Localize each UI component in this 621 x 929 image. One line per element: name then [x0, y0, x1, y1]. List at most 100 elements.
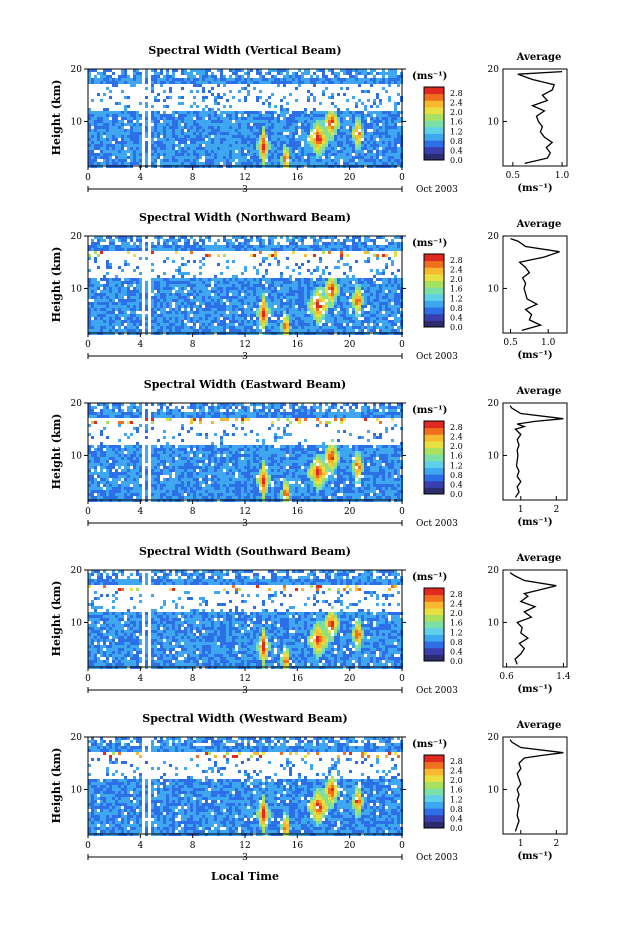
- date-label: Oct 2003: [416, 686, 458, 696]
- x-tick-label: 4: [137, 841, 143, 851]
- profile-y-tick-label: 20: [488, 733, 500, 743]
- colorbar-segment: [424, 94, 444, 101]
- profile-y-tick-label: 20: [488, 566, 500, 576]
- colorbar-tick-label: 2.0: [450, 108, 463, 117]
- colorbar-segment: [424, 320, 444, 327]
- colorbar-tick-label: 1.6: [450, 285, 463, 294]
- x-tick-label: 20: [344, 507, 356, 517]
- colorbar-segment: [424, 281, 444, 288]
- colorbar-tick-label: 1.6: [450, 452, 463, 461]
- colorbar-segment: [424, 421, 444, 428]
- x-tick-label: 16: [292, 841, 304, 851]
- x-tick-label: 0: [399, 507, 405, 517]
- x-tick-label: 20: [344, 340, 356, 350]
- profile-title: Average: [516, 386, 562, 397]
- panel-4: Spectral Width (Westward Beam)2010Height…: [50, 712, 567, 863]
- colorbar-segment: [424, 474, 444, 481]
- colorbar-segment: [424, 588, 444, 595]
- colorbar-tick-label: 0.8: [450, 805, 463, 814]
- colorbar-segment: [424, 487, 444, 494]
- x-tick-label: 20: [344, 674, 356, 684]
- y-axis-label: Height (km): [50, 581, 63, 657]
- colorbar-segment: [424, 153, 444, 160]
- x-tick-label: 16: [292, 507, 304, 517]
- profile-line: [510, 406, 563, 498]
- panel-title: Spectral Width (Northward Beam): [139, 211, 351, 224]
- profile-x-tick-label: 1: [518, 505, 524, 515]
- profile-xlabel: (ms⁻¹): [517, 684, 552, 695]
- colorbar-segment: [424, 314, 444, 321]
- y-tick-label: 20: [71, 232, 83, 242]
- colorbar-unit: (ms⁻¹): [412, 739, 447, 750]
- profile-y-tick-label: 10: [488, 451, 500, 461]
- profile-frame: [503, 69, 567, 166]
- colorbar-tick-label: 2.8: [450, 256, 463, 265]
- panel-title: Spectral Width (Eastward Beam): [144, 378, 346, 391]
- x-tick-label: 8: [190, 173, 196, 183]
- heatmap-cells: [88, 403, 403, 502]
- colorbar-segment: [424, 795, 444, 802]
- colorbar-tick-label: 1.2: [450, 628, 463, 637]
- colorbar-segment: [424, 782, 444, 789]
- colorbar-tick-label: 0.4: [450, 146, 463, 155]
- colorbar-tick-label: 1.2: [450, 127, 463, 136]
- x-tick-label: 20: [344, 841, 356, 851]
- x-tick-label: 16: [292, 173, 304, 183]
- figure: Spectral Width (Vertical Beam)2010Height…: [0, 0, 621, 929]
- y-tick-label: 10: [71, 117, 83, 127]
- profile-x-tick-label: 0.5: [503, 338, 518, 348]
- colorbar-tick-label: 0.8: [450, 638, 463, 647]
- x-tick-label: 0: [85, 340, 91, 350]
- colorbar-segment: [424, 114, 444, 121]
- colorbar-segment: [424, 100, 444, 107]
- profile-x-tick-label: 0.6: [499, 672, 514, 682]
- colorbar-segment: [424, 307, 444, 314]
- panel-2: Spectral Width (Eastward Beam)2010Height…: [50, 378, 567, 529]
- colorbar-unit: (ms⁻¹): [412, 572, 447, 583]
- date-label: Oct 2003: [416, 853, 458, 863]
- x-axis-label: Local Time: [211, 870, 279, 883]
- x-tick-label: 4: [137, 507, 143, 517]
- colorbar-segment: [424, 127, 444, 134]
- profile-x-tick-label: 0.5: [506, 171, 521, 181]
- profile-y-tick-label: 20: [488, 399, 500, 409]
- colorbar-segment: [424, 481, 444, 488]
- colorbar-tick-label: 2.0: [450, 442, 463, 451]
- x-tick-label: 4: [137, 674, 143, 684]
- colorbar-segment: [424, 821, 444, 828]
- date-label: Oct 2003: [416, 185, 458, 195]
- colorbar-segment: [424, 615, 444, 622]
- colorbar-segment: [424, 87, 444, 94]
- panel-1: Spectral Width (Northward Beam)2010Heigh…: [50, 211, 567, 362]
- x-tick-label: 16: [292, 340, 304, 350]
- colorbar-segment: [424, 595, 444, 602]
- colorbar-tick-label: 1.2: [450, 795, 463, 804]
- day-label: 3: [242, 853, 248, 863]
- profile-y-tick-label: 10: [488, 618, 500, 628]
- date-label: Oct 2003: [416, 519, 458, 529]
- x-tick-label: 12: [239, 841, 250, 851]
- colorbar-segment: [424, 428, 444, 435]
- colorbar-tick-label: 2.0: [450, 776, 463, 785]
- colorbar-unit: (ms⁻¹): [412, 405, 447, 416]
- colorbar-unit: (ms⁻¹): [412, 71, 447, 82]
- profile-line: [510, 740, 563, 832]
- colorbar-segment: [424, 267, 444, 274]
- colorbar-segment: [424, 274, 444, 281]
- profile-x-tick-label: 1.0: [541, 338, 556, 348]
- colorbar-segment: [424, 454, 444, 461]
- colorbar-tick-label: 0.0: [450, 323, 463, 332]
- colorbar-segment: [424, 654, 444, 661]
- colorbar-tick-label: 1.6: [450, 619, 463, 628]
- colorbar-tick-label: 2.4: [450, 433, 463, 442]
- colorbar-tick-label: 1.6: [450, 118, 463, 127]
- x-tick-label: 0: [85, 173, 91, 183]
- colorbar-tick-label: 0.0: [450, 824, 463, 833]
- x-tick-label: 20: [344, 173, 356, 183]
- colorbar-tick-label: 2.0: [450, 609, 463, 618]
- x-tick-label: 12: [239, 674, 250, 684]
- y-tick-label: 10: [71, 618, 83, 628]
- colorbar-segment: [424, 107, 444, 114]
- heatmap-cells: [88, 69, 403, 168]
- profile-y-tick-label: 20: [488, 65, 500, 75]
